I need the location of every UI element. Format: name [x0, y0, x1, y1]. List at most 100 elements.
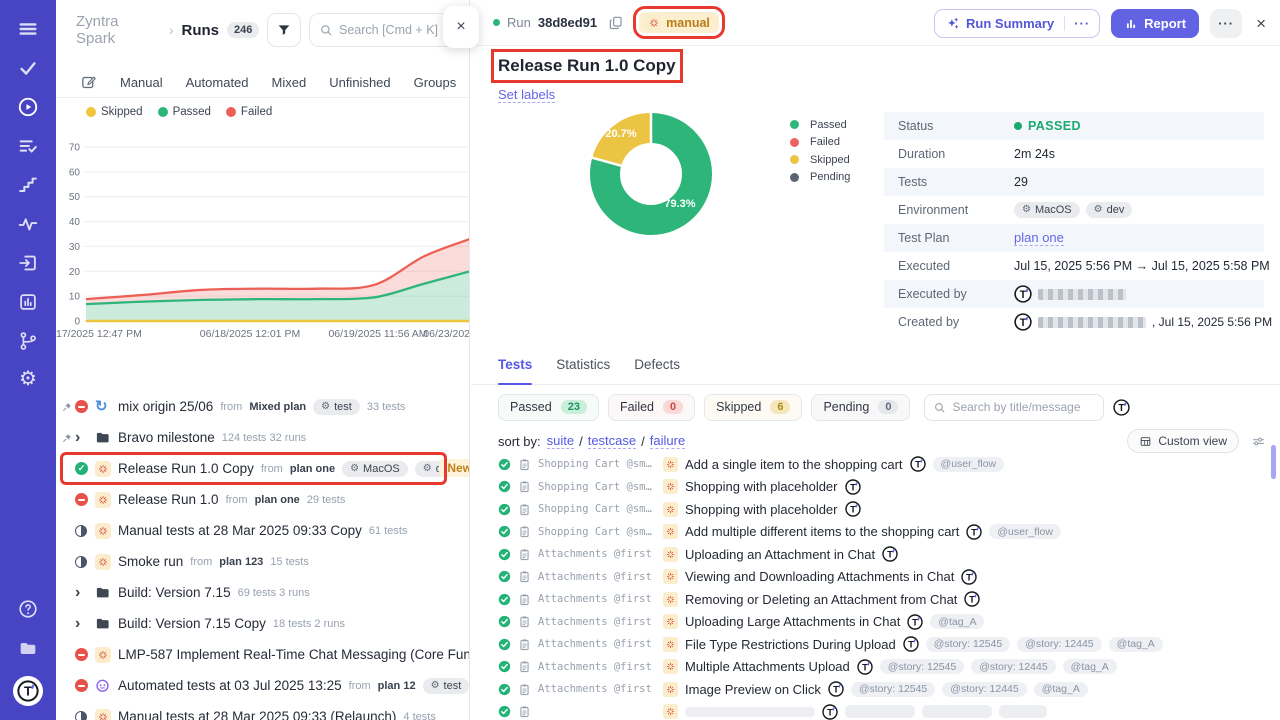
- runs-play-icon[interactable]: [17, 96, 39, 118]
- integrations-icon[interactable]: [17, 330, 39, 352]
- close-panel-icon[interactable]: ×: [1256, 14, 1266, 34]
- test-cases-icon[interactable]: [17, 135, 39, 157]
- svg-text:20.7%: 20.7%: [605, 128, 636, 140]
- breadcrumb-section[interactable]: Runs: [182, 22, 220, 39]
- run-row[interactable]: ✓Release Run 1.0 Copyfromplan one⚙MacOS⚙…: [56, 453, 469, 484]
- help-icon[interactable]: [17, 598, 39, 620]
- timestamp: , Jul 15, 2025 5:56 PM: [1152, 315, 1272, 329]
- breadcrumb-project[interactable]: Zyntra Spark: [76, 13, 161, 47]
- run-type-badge: manual: [639, 12, 719, 33]
- run-row[interactable]: LMP-587 Implement Real-Time Chat Messagi…: [56, 639, 469, 670]
- spark-icon: [666, 617, 675, 626]
- test-row[interactable]: Attachments @firstFile Type Restrictions…: [471, 633, 1272, 656]
- filter-failed[interactable]: Failed0: [608, 394, 695, 421]
- info-label: Executed by: [898, 287, 1014, 301]
- run-title: Release Run 1.0 Copy: [498, 56, 676, 76]
- test-row[interactable]: Attachments @firstImage Preview on Click…: [471, 678, 1272, 701]
- menu-icon[interactable]: [17, 18, 39, 40]
- user-avatar[interactable]: [13, 676, 43, 706]
- spark-icon: [666, 550, 675, 559]
- run-row[interactable]: Smoke runfromplan 12315 tests: [56, 546, 469, 577]
- run-row[interactable]: Automated tests at 03 Jul 2025 13:25from…: [56, 670, 469, 701]
- filter-button[interactable]: [267, 13, 301, 47]
- tests-search-input[interactable]: [952, 400, 1095, 414]
- settings-gear-icon[interactable]: ⚙: [19, 369, 37, 389]
- test-row[interactable]: Attachments @firstViewing and Downloadin…: [471, 566, 1272, 589]
- chevron-right-icon[interactable]: ›: [75, 430, 80, 446]
- custom-view-button[interactable]: Custom view: [1127, 429, 1239, 453]
- test-row[interactable]: Shopping Cart @sm…Shopping with placehol…: [471, 498, 1272, 521]
- filter-label: Skipped: [716, 400, 761, 414]
- run-row[interactable]: ↻mix origin 25/06fromMixed plan⚙test33 t…: [56, 391, 469, 422]
- tab-statistics[interactable]: Statistics: [556, 357, 610, 384]
- drawer-close-button[interactable]: ×: [443, 6, 479, 48]
- run-summary-button[interactable]: Run Summary: [935, 16, 1064, 31]
- filter-skipped[interactable]: Skipped6: [704, 394, 802, 421]
- testcase-icon: [518, 638, 531, 651]
- import-icon[interactable]: [17, 252, 39, 274]
- run-title: mix origin 25/06: [118, 399, 213, 414]
- sort-failure[interactable]: failure: [650, 433, 685, 449]
- tab-automated[interactable]: Automated: [186, 75, 249, 90]
- info-label: Duration: [898, 147, 1014, 161]
- spark-icon: [98, 650, 108, 660]
- svg-text:06/19/2025 11:56 AM: 06/19/2025 11:56 AM: [328, 328, 427, 340]
- status-failed-icon: [75, 400, 88, 413]
- chevron-right-icon[interactable]: ›: [75, 585, 80, 601]
- test-plan-link[interactable]: plan one: [1014, 230, 1064, 246]
- run-row[interactable]: ›Build: Version 7.1569 tests 3 runs: [56, 577, 469, 608]
- copy-run-id-button[interactable]: [608, 15, 624, 31]
- tab-manual[interactable]: Manual: [120, 75, 163, 90]
- filter-pending[interactable]: Pending0: [811, 394, 910, 421]
- tab-defects[interactable]: Defects: [634, 357, 680, 384]
- test-row[interactable]: Attachments @firstMultiple Attachments U…: [471, 656, 1272, 679]
- reports-icon[interactable]: [17, 291, 39, 313]
- test-row[interactable]: Shopping Cart @sm…Add a single item to t…: [471, 453, 1272, 476]
- sort-separator: /: [641, 434, 645, 449]
- chevron-right-icon[interactable]: ›: [75, 616, 80, 632]
- tab-mixed[interactable]: Mixed: [272, 75, 307, 90]
- sort-separator: /: [579, 434, 583, 449]
- drawer-search-input[interactable]: [339, 23, 449, 37]
- run-row[interactable]: ›Bravo milestone124 tests 32 runs: [56, 422, 469, 453]
- info-row: StatusPASSED: [884, 112, 1264, 140]
- report-button[interactable]: Report: [1111, 9, 1199, 38]
- scrollbar-thumb[interactable]: [1271, 445, 1276, 479]
- tab-tests[interactable]: Tests: [498, 357, 532, 384]
- run-row[interactable]: Manual tests at 28 Mar 2025 09:33 Copy61…: [56, 515, 469, 546]
- run-row[interactable]: Release Run 1.0fromplan one29 tests: [56, 484, 469, 515]
- sort-suite[interactable]: suite: [547, 433, 574, 449]
- run-row[interactable]: ›Build: Version 7.15 Copy18 tests 2 runs: [56, 608, 469, 639]
- info-label: Executed: [898, 259, 1014, 273]
- status-passed-icon: [498, 525, 511, 538]
- activity-icon[interactable]: [17, 213, 39, 235]
- tests-search[interactable]: [924, 394, 1104, 421]
- gear-icon: ⚙: [1022, 205, 1031, 215]
- gear-icon: ⚙: [350, 464, 359, 474]
- drawer-search[interactable]: [309, 13, 457, 47]
- test-row[interactable]: Attachments @firstUploading an Attachmen…: [471, 543, 1272, 566]
- bulk-edit-icon[interactable]: [80, 74, 97, 91]
- filter-passed[interactable]: Passed23: [498, 394, 599, 421]
- test-row[interactable]: Attachments @firstUploading Large Attach…: [471, 611, 1272, 634]
- checks-icon[interactable]: [17, 57, 39, 79]
- test-title: Add multiple different items to the shop…: [685, 524, 959, 539]
- run-summary-more-button[interactable]: ···: [1064, 16, 1099, 31]
- test-row[interactable]: Shopping Cart @sm…Add multiple different…: [471, 521, 1272, 544]
- test-row[interactable]: Shopping Cart @sm…Shopping with placehol…: [471, 476, 1272, 499]
- assignee-filter-avatar[interactable]: [1113, 399, 1130, 416]
- view-settings-button[interactable]: [1251, 434, 1266, 449]
- test-row[interactable]: Attachments @firstRemoving or Deleting a…: [471, 588, 1272, 611]
- run-row[interactable]: Manual tests at 28 Mar 2025 09:33 (Relau…: [56, 701, 469, 720]
- more-actions-button[interactable]: ···: [1210, 9, 1242, 38]
- gear-icon: ⚙: [431, 681, 440, 691]
- steps-icon[interactable]: [17, 174, 39, 196]
- run-row-content: Manual tests at 28 Mar 2025 09:33 Copy61…: [118, 523, 469, 538]
- set-labels-link[interactable]: Set labels: [498, 87, 555, 103]
- projects-folder-icon[interactable]: [17, 637, 39, 659]
- test-row[interactable]: [471, 701, 1272, 720]
- tab-unfinished[interactable]: Unfinished: [329, 75, 390, 90]
- tab-groups[interactable]: Groups: [414, 75, 457, 90]
- sort-testcase[interactable]: testcase: [588, 433, 636, 449]
- sort-by-label: sort by:: [498, 434, 541, 449]
